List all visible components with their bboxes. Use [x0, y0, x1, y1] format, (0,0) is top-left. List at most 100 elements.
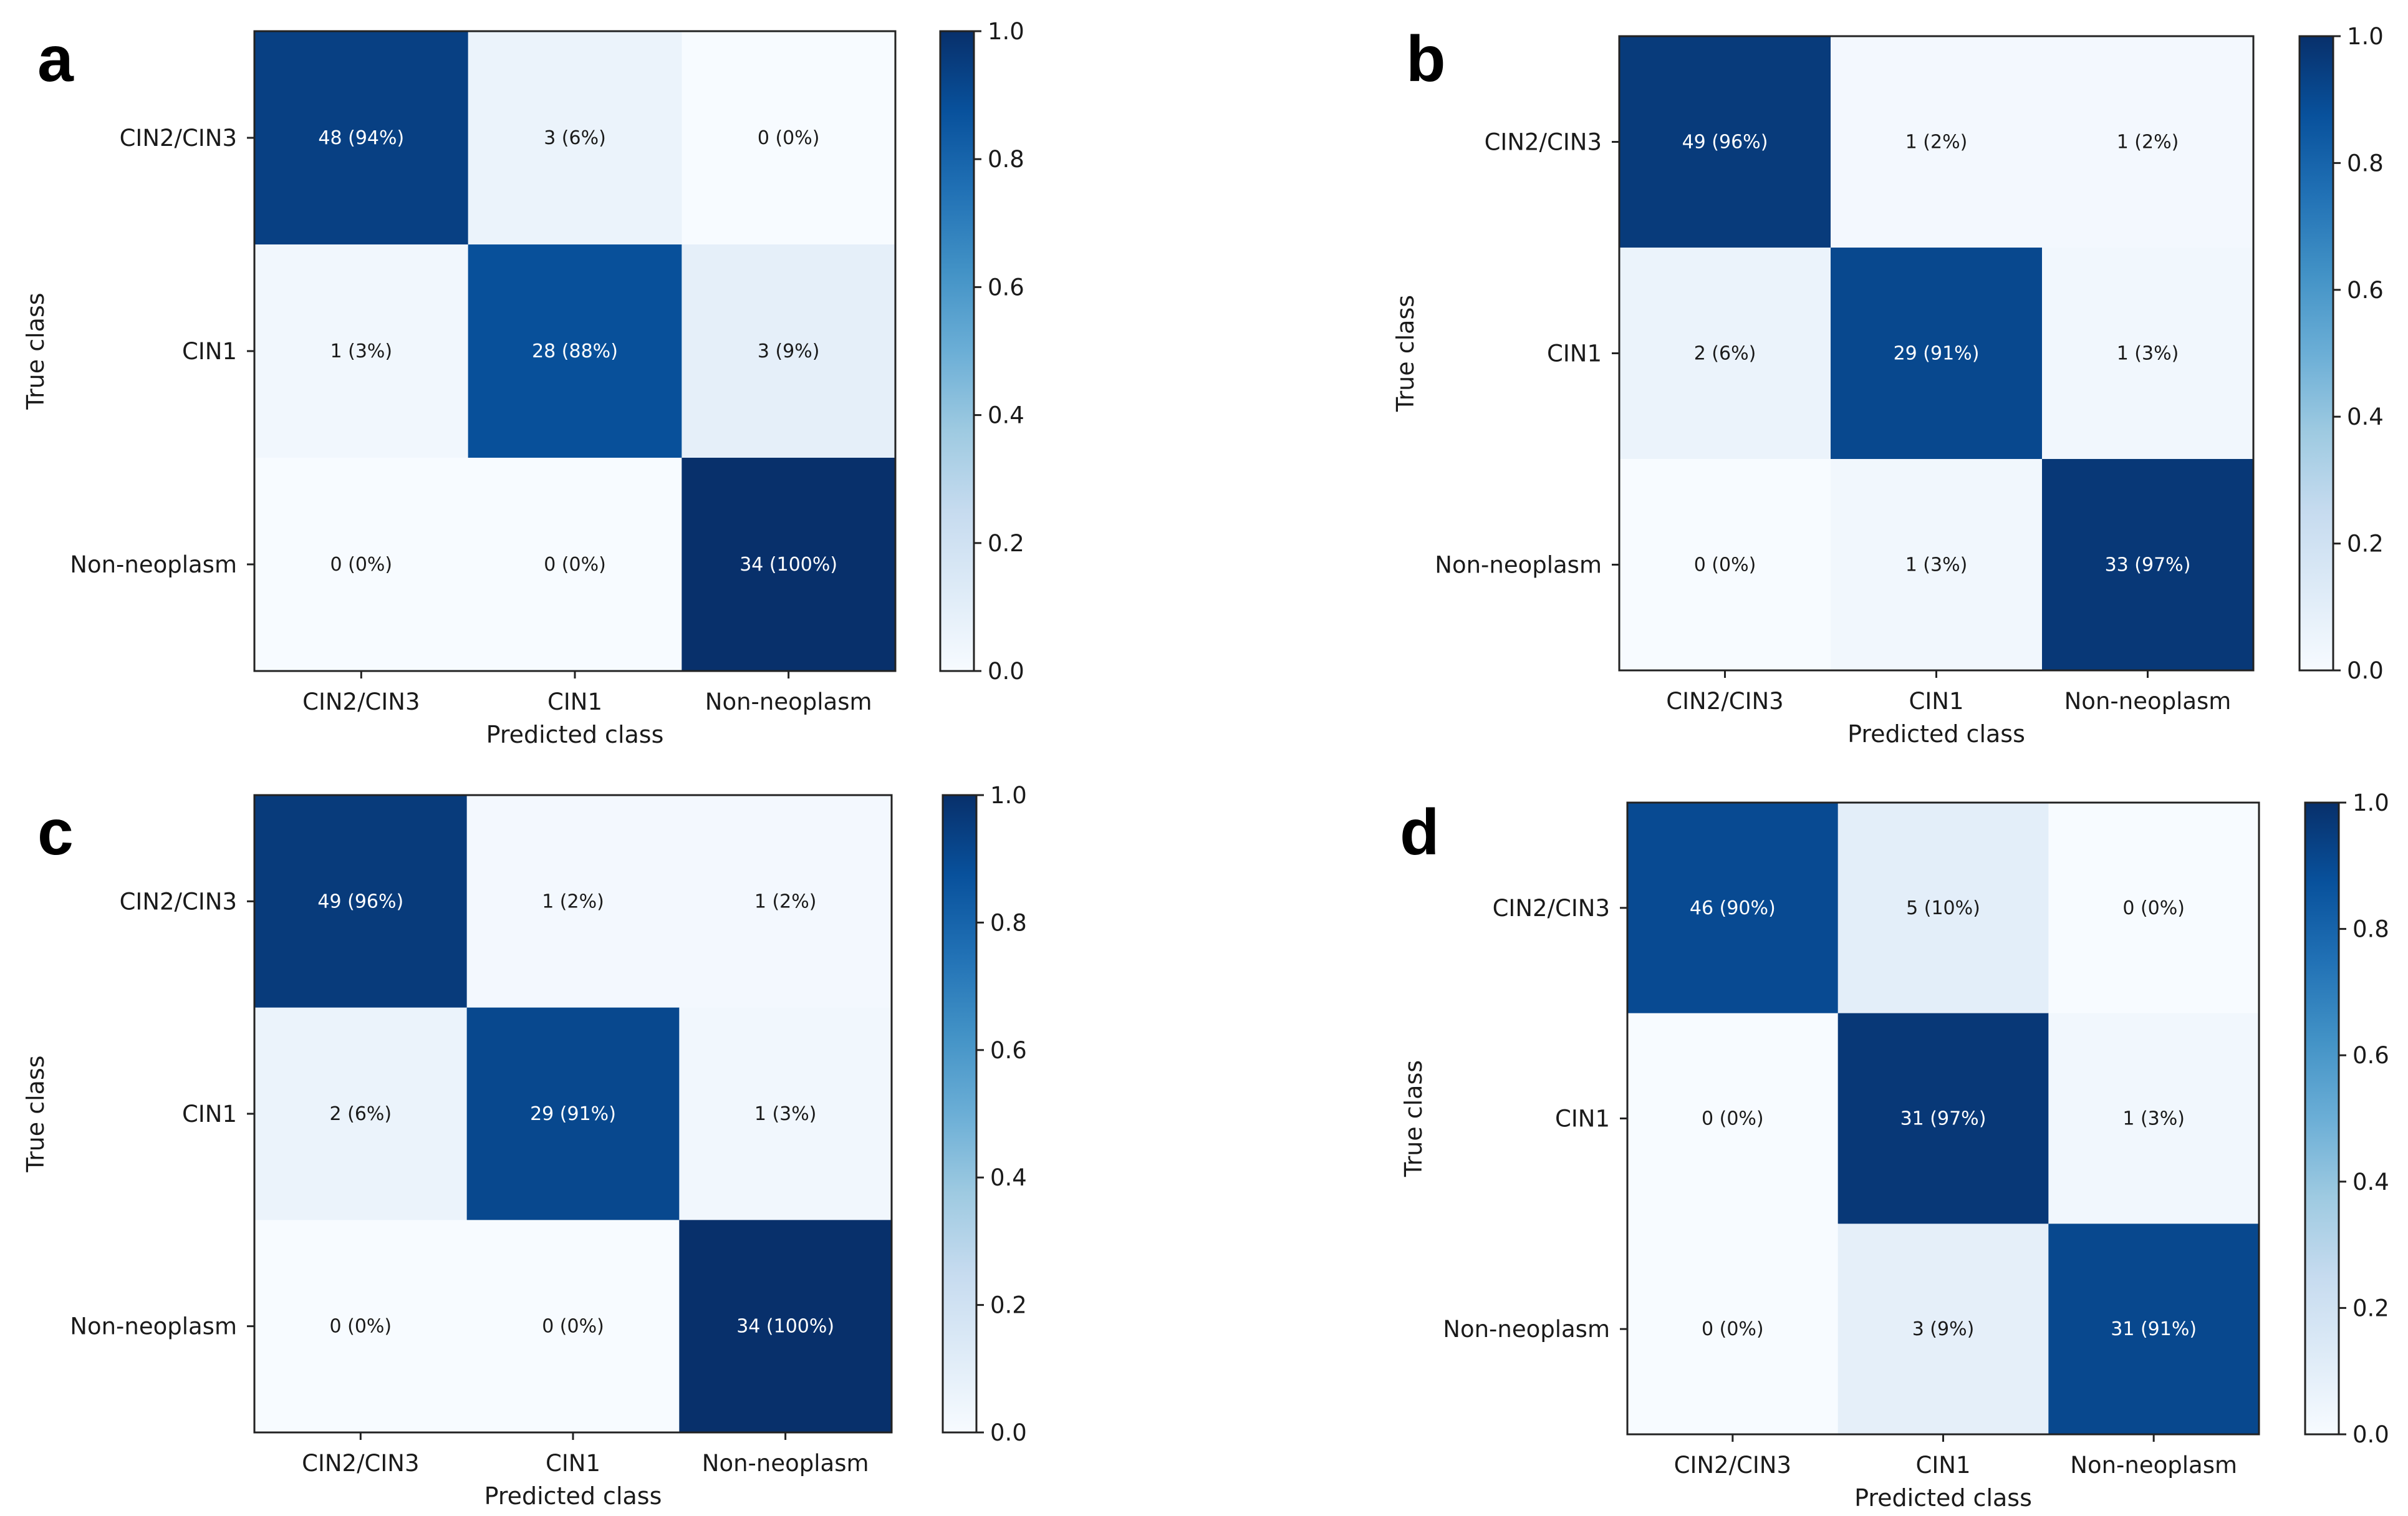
matrix-cell: [1831, 36, 2043, 248]
panel-label: c: [37, 796, 74, 869]
matrix-cell: [1627, 1224, 1839, 1435]
x-tick-label: CIN1: [547, 688, 602, 715]
matrix-cell: [1837, 1224, 2049, 1435]
cell-value-label: 1 (3%): [754, 1103, 817, 1125]
y-axis-title: True class: [1400, 1060, 1427, 1177]
matrix-cell: [468, 458, 682, 672]
matrix-cell: [2042, 248, 2254, 460]
matrix-cell: [254, 1007, 468, 1220]
cell-value-label: 34 (100%): [736, 1316, 834, 1338]
cell-value-label: 0 (0%): [1694, 554, 1756, 576]
cell-value-label: 2 (6%): [330, 1103, 392, 1125]
matrix-cell: [681, 244, 896, 458]
cell-value-label: 49 (96%): [317, 891, 403, 912]
colorbar-tick-label: 0.8: [2353, 916, 2389, 943]
matrix-cell: [254, 244, 469, 458]
matrix-cell: [1627, 803, 1839, 1014]
matrix-cell: [1831, 459, 2043, 671]
colorbar-tick-label: 0.2: [988, 530, 1024, 557]
colorbar-tick-label: 1.0: [988, 18, 1024, 45]
colorbar: [2298, 35, 2334, 672]
colorbar-tick-label: 0.6: [990, 1037, 1027, 1064]
x-tick-label: CIN2/CIN3: [1666, 688, 1783, 715]
cell-value-label: 2 (6%): [1694, 343, 1756, 365]
y-tick-label: CIN2/CIN3: [120, 125, 237, 152]
matrix-cell: [254, 1220, 468, 1433]
colorbar-tick-label: 0.8: [2347, 150, 2384, 176]
matrix-cell: [2042, 36, 2254, 248]
matrix-cell: [2048, 1224, 2260, 1435]
colorbar-tick-label: 0.4: [2347, 403, 2384, 430]
cell-value-label: 0 (0%): [2122, 897, 2185, 919]
cell-value-label: 0 (0%): [330, 1316, 392, 1338]
matrix-cell: [679, 795, 892, 1008]
cell-value-label: 0 (0%): [1702, 1108, 1764, 1130]
cell-value-label: 1 (3%): [1905, 554, 1968, 576]
colorbar-tick-label: 0.2: [2353, 1295, 2389, 1321]
y-tick-label: Non-neoplasm: [70, 1313, 237, 1340]
y-tick-label: CIN2/CIN3: [1493, 895, 1610, 922]
matrix-cell: [1627, 1013, 1839, 1224]
x-axis-title: Predicted class: [484, 1482, 662, 1510]
matrix-cell: [679, 1007, 892, 1220]
matrix-cell: [2048, 803, 2260, 1014]
colorbar-tick-label: 1.0: [990, 782, 1027, 809]
matrix-cell: [679, 1220, 892, 1433]
matrix-cell: [681, 458, 896, 672]
cell-value-label: 0 (0%): [542, 1316, 604, 1338]
colorbar-tick-label: 0.0: [2347, 657, 2384, 684]
colorbar-tick-label: 0.6: [2353, 1042, 2389, 1069]
x-tick-label: CIN1: [1909, 688, 1964, 715]
colorbar-tick-label: 0.2: [2347, 531, 2384, 558]
cell-value-label: 34 (100%): [739, 554, 837, 576]
x-tick-label: Non-neoplasm: [705, 688, 872, 715]
x-axis-title: Predicted class: [1854, 1484, 2032, 1512]
x-tick-label: CIN2/CIN3: [302, 688, 420, 715]
y-tick-label: Non-neoplasm: [70, 551, 237, 578]
panel-label: b: [1406, 23, 1446, 95]
confusion-matrix-panel-b: b 49 (96%) 1 (2%) 1 (2%) 2 (6%) 29 (91%) 1 (3%…: [1392, 23, 2384, 748]
colorbar-tick-label: 0.0: [990, 1419, 1027, 1446]
matrix-cell: [2042, 459, 2254, 671]
cell-value-label: 3 (6%): [544, 127, 606, 149]
x-tick-label: CIN2/CIN3: [1674, 1452, 1791, 1479]
matrix-cell: [254, 458, 469, 672]
cell-value-label: 1 (3%): [2117, 343, 2179, 365]
y-tick-label: CIN1: [1547, 340, 1602, 367]
colorbar-tick-label: 0.4: [2353, 1169, 2389, 1195]
panel-label: d: [1400, 796, 1440, 869]
cell-value-label: 0 (0%): [330, 554, 393, 576]
cell-value-label: 3 (9%): [758, 340, 820, 362]
x-tick-label: Non-neoplasm: [702, 1450, 869, 1477]
cell-value-label: 29 (91%): [1894, 343, 1980, 365]
cell-value-label: 1 (3%): [330, 340, 393, 362]
cell-value-label: 1 (3%): [2122, 1108, 2185, 1130]
matrix-cell: [1619, 459, 1831, 671]
y-axis-title: True class: [22, 1055, 49, 1172]
colorbar-tick-label: 0.2: [990, 1292, 1027, 1319]
y-tick-label: Non-neoplasm: [1443, 1316, 1610, 1343]
cell-value-label: 1 (2%): [754, 891, 817, 912]
confusion-matrix-panel-d: d 46 (90%) 5 (10%) 0 (0%) 0 (0%) 31 (97%) 1 (3…: [1400, 789, 2389, 1512]
x-tick-label: CIN2/CIN3: [302, 1450, 419, 1477]
colorbar: [939, 30, 975, 672]
y-tick-label: CIN1: [182, 338, 237, 365]
colorbar-tick-label: 0.8: [990, 909, 1027, 936]
matrix-cell: [254, 795, 468, 1008]
x-tick-label: CIN1: [546, 1450, 600, 1477]
x-tick-label: Non-neoplasm: [2070, 1452, 2237, 1479]
panel-label: a: [37, 23, 74, 95]
colorbar-tick-label: 0.8: [988, 146, 1024, 173]
cell-value-label: 5 (10%): [1906, 897, 1980, 919]
colorbar-tick-label: 0.4: [990, 1164, 1027, 1191]
matrix-cell: [1831, 248, 2043, 460]
colorbar-tick-label: 1.0: [2353, 789, 2389, 816]
matrix-cell: [1837, 1013, 2049, 1224]
x-tick-label: Non-neoplasm: [2064, 688, 2232, 715]
cell-value-label: 1 (2%): [542, 891, 604, 912]
x-axis-title: Predicted class: [1847, 720, 2025, 748]
colorbar: [942, 794, 978, 1434]
colorbar-tick-label: 0.4: [988, 402, 1024, 429]
cell-value-label: 1 (2%): [1905, 132, 1968, 153]
confusion-matrix-panel-c: c 49 (96%) 1 (2%) 1 (2%) 2 (6%) 29 (91%) 1 (3%…: [22, 782, 1027, 1510]
